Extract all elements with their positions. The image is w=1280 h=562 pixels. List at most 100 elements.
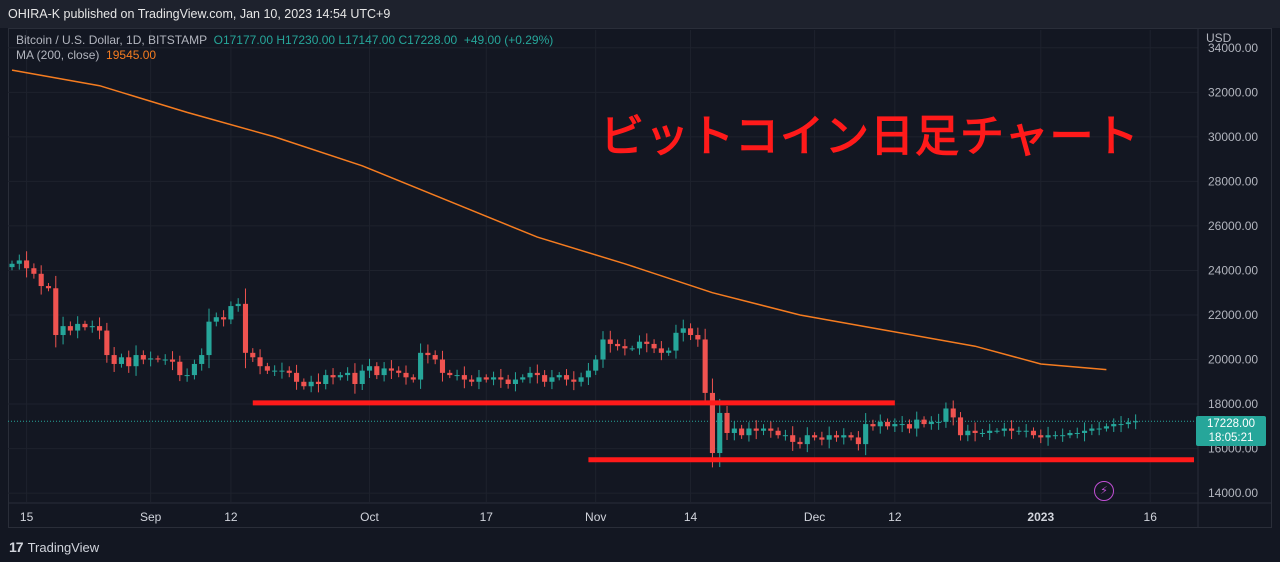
candle-body	[447, 372, 453, 376]
candle-body	[651, 343, 657, 349]
overlay-title: ビットコイン日足チャート	[600, 111, 1140, 162]
chart-frame[interactable]	[8, 28, 1272, 528]
candle-body	[257, 357, 263, 367]
candle-body	[38, 273, 44, 287]
candle-body	[75, 323, 81, 331]
tradingview-logo[interactable]: 17 TradingView	[9, 539, 99, 555]
candle-body	[330, 375, 336, 378]
y-tick-label: 26000.00	[1208, 219, 1258, 233]
candle-body	[118, 357, 124, 364]
candle-body	[1016, 430, 1022, 432]
y-tick-label: 14000.00	[1208, 486, 1258, 500]
candle-body	[374, 366, 380, 376]
candle-body	[542, 375, 548, 382]
candle-body	[658, 348, 664, 353]
x-tick-label: 12	[888, 510, 902, 524]
candle-body	[724, 412, 730, 433]
ma200-series	[11, 69, 1107, 371]
candle-body	[323, 375, 329, 384]
candle-body	[381, 368, 387, 376]
candle-body	[403, 372, 409, 378]
candle-body	[855, 437, 861, 445]
candle-body	[534, 372, 540, 376]
ma200-line	[11, 69, 1107, 371]
candle-body	[140, 355, 146, 360]
x-tick-label: 16	[1144, 510, 1158, 524]
candle-body	[863, 424, 869, 445]
candle-body	[906, 424, 912, 429]
flash-icon[interactable]: ⚡	[1094, 481, 1114, 501]
candle-body	[1118, 424, 1124, 426]
published-by-bar: OHIRA-K published on TradingView.com, Ja…	[0, 0, 1280, 28]
x-tick-label: Oct	[360, 510, 379, 524]
candle-body	[148, 358, 154, 360]
candle-body	[235, 303, 241, 307]
candle-body	[155, 358, 161, 360]
candle-body	[673, 332, 679, 351]
candle-body	[359, 370, 365, 384]
candle-body	[345, 372, 351, 376]
time-axis: 15 Sep 12 Oct 17 Nov 14 Dec 12 2023 16	[8, 502, 1272, 524]
y-tick-label: 24000.00	[1208, 263, 1258, 277]
candle-body	[469, 379, 475, 382]
candle-body	[804, 435, 810, 445]
candle-body	[104, 330, 110, 356]
candle-body	[169, 359, 176, 362]
candle-body	[702, 339, 708, 393]
y-tick-label: 18000.00	[1208, 397, 1258, 411]
candle-body	[432, 355, 438, 360]
candle-body	[877, 421, 883, 427]
candle-body	[987, 430, 993, 433]
candle-body	[644, 341, 650, 344]
candle-body	[957, 417, 964, 436]
candle-body	[950, 408, 956, 418]
candle-body	[680, 328, 686, 333]
candle-body	[286, 370, 292, 373]
candle-body	[213, 317, 219, 322]
x-tick-label: Sep	[140, 510, 162, 524]
candle-body	[1082, 430, 1088, 433]
legend-symbol-row: Bitcoin / U.S. Dollar, 1D, BITSTAMP O171…	[16, 33, 553, 48]
candle-body	[337, 375, 343, 378]
candle-body	[1001, 428, 1007, 431]
candle-body	[1111, 424, 1117, 427]
candle-body	[666, 350, 672, 353]
candle-body	[600, 339, 606, 360]
change-value: +49.00 (+0.29%)	[463, 33, 554, 47]
candle-body	[739, 428, 745, 436]
candle-body	[476, 377, 482, 382]
candle-body	[571, 379, 577, 382]
candle-body	[1030, 430, 1037, 436]
y-tick-label: 22000.00	[1208, 308, 1258, 322]
candle-body	[396, 370, 402, 373]
candle-body	[593, 359, 599, 371]
candle-body	[994, 430, 1000, 432]
candle-body	[753, 428, 759, 431]
candle-body	[914, 419, 920, 429]
x-tick-label: 12	[224, 510, 238, 524]
candle-body	[1103, 426, 1109, 429]
candle-body	[1074, 432, 1080, 434]
candle-body	[607, 339, 613, 344]
x-tick-label: Dec	[804, 510, 825, 524]
candle-body	[1060, 435, 1066, 437]
candle-body	[615, 343, 621, 347]
candle-body	[585, 370, 591, 378]
candle-body	[264, 366, 270, 371]
candle-body	[731, 428, 737, 433]
y-tick-label: 28000.00	[1208, 174, 1258, 188]
candle-body	[848, 435, 854, 438]
symbol-label: Bitcoin / U.S. Dollar, 1D, BITSTAMP	[16, 33, 207, 47]
candle-body	[206, 321, 212, 356]
candle-body	[301, 381, 307, 387]
ohlc-values: O17177.00 H17230.00 L17147.00 C17228.00	[213, 33, 458, 47]
candle-body	[1009, 428, 1015, 431]
candle-body	[695, 335, 701, 340]
candle-body	[308, 381, 314, 387]
candle-body	[498, 377, 504, 380]
candle-body	[388, 368, 394, 371]
candle-body	[60, 326, 66, 336]
candle-body	[841, 435, 847, 438]
candle-body	[199, 355, 205, 364]
